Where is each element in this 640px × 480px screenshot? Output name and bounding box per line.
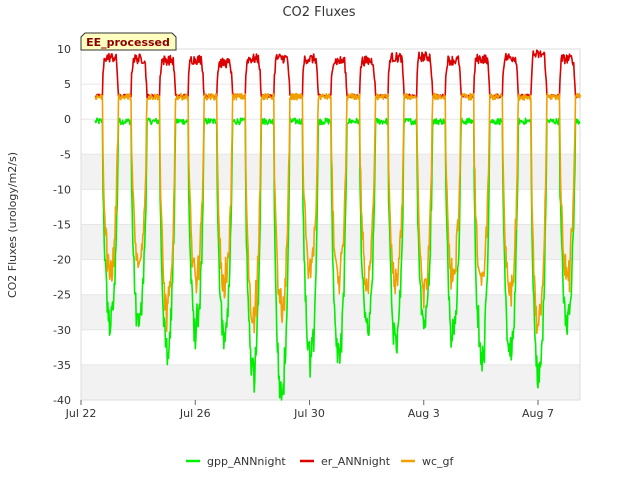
grid-band — [81, 294, 580, 330]
x-tick-label: Aug 7 — [522, 407, 554, 420]
legend-label: er_ANNnight — [321, 455, 391, 468]
grid-band — [81, 224, 580, 260]
x-axis-ticks: Jul 22 Jul 26 Jul 30 Aug 3 Aug 7 — [65, 400, 554, 420]
legend-label: gpp_ANNnight — [207, 455, 286, 468]
legend: gpp_ANNnight er_ANNnight wc_gf — [186, 455, 455, 468]
series-lines — [94, 49, 581, 401]
ee-processed-badge-label: EE_processed — [86, 36, 170, 49]
y-axis-ticks: 10 5 0 -5 -10 -15 -20 -25 -30 -35 -40 — [53, 43, 71, 407]
x-tick-label: Jul 22 — [65, 407, 97, 420]
x-tick-label: Jul 30 — [293, 407, 325, 420]
series-line-gpp-annnight — [94, 117, 581, 401]
y-tick-label: 0 — [64, 113, 71, 126]
y-tick-label: -40 — [53, 394, 71, 407]
y-axis-title: CO2 Fluxes (urology/m2/s) — [6, 152, 19, 298]
y-tick-label: -10 — [53, 183, 71, 196]
chart-title: CO2 Fluxes — [282, 5, 355, 20]
x-tick-label: Jul 26 — [179, 407, 211, 420]
y-tick-label: -20 — [53, 254, 71, 267]
grid-band — [81, 364, 580, 400]
y-tick-label: -15 — [53, 219, 71, 232]
ee-processed-badge: EE_processed — [80, 32, 177, 51]
x-tick-label: Aug 3 — [408, 407, 440, 420]
series-line-wc-gf — [94, 92, 581, 335]
y-tick-label: 5 — [64, 78, 71, 91]
legend-label: wc_gf — [422, 455, 455, 468]
y-tick-label: -25 — [53, 289, 71, 302]
grid-bands — [81, 48, 580, 401]
plot-frame — [80, 48, 581, 401]
y-tick-label: -35 — [53, 359, 71, 372]
y-tick-label: -30 — [53, 324, 71, 337]
y-tick-label: 10 — [57, 43, 71, 56]
y-tick-label: -5 — [60, 148, 71, 161]
